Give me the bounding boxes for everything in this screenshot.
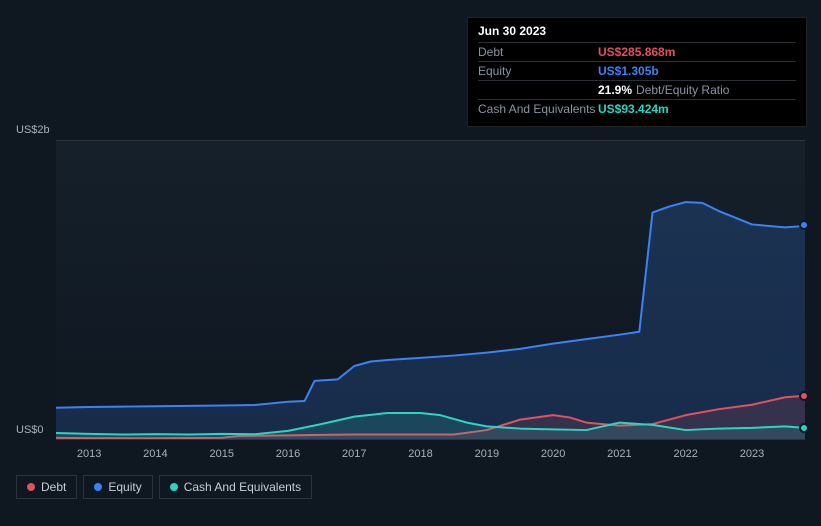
x-tick: 2021 <box>607 448 631 460</box>
legend-item-equity[interactable]: Equity <box>83 475 152 499</box>
legend-dot-icon <box>170 483 178 491</box>
x-tick: 2016 <box>276 448 300 460</box>
legend-label: Equity <box>108 480 141 494</box>
y-tick-min: US$0 <box>16 424 44 436</box>
x-tick: 2018 <box>408 448 432 460</box>
end-marker-cash <box>799 423 809 433</box>
tooltip-value-cash: US$93.424m <box>598 102 669 116</box>
end-marker-debt <box>799 391 809 401</box>
tooltip-label-debt: Debt <box>478 45 598 59</box>
x-tick: 2015 <box>209 448 233 460</box>
tooltip-value-debt: US$285.868m <box>598 45 675 59</box>
legend-item-debt[interactable]: Debt <box>16 475 77 499</box>
tooltip-label-ratio <box>478 83 598 97</box>
x-tick: 2017 <box>342 448 366 460</box>
y-tick-max: US$2b <box>16 124 50 136</box>
plot-area[interactable] <box>56 140 805 440</box>
tooltip-row-equity: Equity US$1.305b <box>478 61 796 80</box>
ratio-percent: 21.9% <box>598 83 632 97</box>
tooltip-value-equity: US$1.305b <box>598 64 659 78</box>
tooltip-value-ratio: 21.9% Debt/Equity Ratio <box>598 83 729 97</box>
tooltip-row-ratio: 21.9% Debt/Equity Ratio <box>478 80 796 99</box>
legend-item-cash[interactable]: Cash And Equivalents <box>159 475 312 499</box>
tooltip-label-equity: Equity <box>478 64 598 78</box>
chart-tooltip: Jun 30 2023 Debt US$285.868m Equity US$1… <box>467 17 807 127</box>
plot-svg <box>56 141 805 439</box>
tooltip-row-cash: Cash And Equivalents US$93.424m <box>478 99 796 118</box>
tooltip-row-debt: Debt US$285.868m <box>478 42 796 61</box>
x-tick: 2023 <box>740 448 764 460</box>
tooltip-date: Jun 30 2023 <box>478 24 796 42</box>
x-axis: 2013 2014 2015 2016 2017 2018 2019 2020 2021 2022… <box>56 448 805 468</box>
x-tick: 2019 <box>475 448 499 460</box>
tooltip-label-cash: Cash And Equivalents <box>478 102 598 116</box>
legend-dot-icon <box>94 483 102 491</box>
end-marker-equity <box>799 220 809 230</box>
legend: Debt Equity Cash And Equivalents <box>16 475 312 499</box>
legend-label: Cash And Equivalents <box>184 480 301 494</box>
x-tick: 2020 <box>541 448 565 460</box>
chart-area: US$2b US$0 20132014201520162017201820192… <box>16 120 805 470</box>
x-tick: 2022 <box>673 448 697 460</box>
x-tick: 2013 <box>77 448 101 460</box>
legend-label: Debt <box>41 480 66 494</box>
x-tick: 2014 <box>143 448 167 460</box>
legend-dot-icon <box>27 483 35 491</box>
chart-container: Jun 30 2023 Debt US$285.868m Equity US$1… <box>0 0 821 526</box>
ratio-label: Debt/Equity Ratio <box>636 83 729 97</box>
